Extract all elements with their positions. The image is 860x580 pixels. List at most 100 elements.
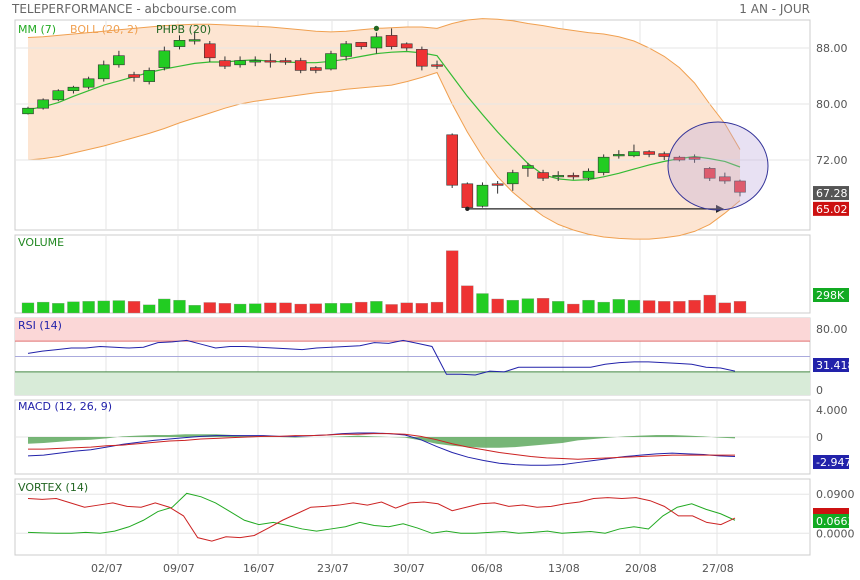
candle xyxy=(203,43,216,59)
candle xyxy=(128,74,140,78)
candle xyxy=(400,43,413,49)
volume-bar xyxy=(97,300,110,314)
volume-bar xyxy=(415,303,429,314)
volume-bar xyxy=(506,299,519,314)
volume-bar xyxy=(294,303,307,314)
volume-bar xyxy=(733,301,747,314)
volume-bar xyxy=(567,303,580,314)
y-tick-label: 4.000 xyxy=(816,404,848,417)
volume-bar xyxy=(339,303,353,314)
candle xyxy=(219,60,231,67)
volume-bar xyxy=(627,299,641,314)
volume-bar xyxy=(446,250,459,314)
volume-bar xyxy=(718,302,732,314)
volume-bar xyxy=(188,305,201,314)
candle xyxy=(643,151,655,155)
y-tick-label: 72.00 xyxy=(816,154,848,167)
volume-bar xyxy=(536,298,550,314)
rsi-badge-label: 31.418 xyxy=(816,359,855,372)
vortex-title: VORTEX (14) xyxy=(18,481,88,494)
chart-title: TELEPERFORMANCE - abcbourse.com xyxy=(12,2,237,16)
legend-mm7: MM (7) xyxy=(18,23,56,36)
candle xyxy=(567,175,580,178)
volume-badge xyxy=(813,288,849,302)
candle xyxy=(22,107,34,115)
vortex-badge xyxy=(813,514,849,528)
vortex-badge-label: 0.0663 xyxy=(816,515,855,528)
candle xyxy=(113,55,125,66)
volume-bar xyxy=(52,303,65,314)
volume-bar xyxy=(127,301,141,314)
panel-frame xyxy=(14,234,811,314)
volume-bar xyxy=(461,285,474,314)
price-badge xyxy=(813,201,849,216)
panel-frame xyxy=(14,478,811,556)
volume-badge-label: 298K xyxy=(816,289,845,302)
y-tick-label: 0 xyxy=(816,384,823,397)
x-tick-label: 23/07 xyxy=(317,562,349,575)
volume-bar xyxy=(385,304,398,314)
phpb-dot xyxy=(373,25,380,31)
candle xyxy=(279,60,292,63)
period-label[interactable]: 1 AN - JOUR xyxy=(739,2,810,16)
volume-bar xyxy=(552,301,565,314)
volume-bar xyxy=(430,301,444,314)
candle xyxy=(673,156,686,161)
highlight-circle xyxy=(667,121,769,211)
candle xyxy=(658,153,671,157)
volume-bar xyxy=(582,299,595,314)
candle xyxy=(703,168,716,179)
rsi-overbought-zone xyxy=(15,318,810,342)
candle xyxy=(491,183,504,186)
candle xyxy=(158,50,171,68)
x-tick-label: 30/07 xyxy=(393,562,425,575)
candle xyxy=(67,86,80,91)
candle xyxy=(597,156,610,173)
x-tick-label: 16/07 xyxy=(243,562,275,575)
candle xyxy=(370,36,383,49)
candle xyxy=(688,156,701,160)
rsi-oversold-zone xyxy=(15,371,810,395)
x-tick-label: 13/08 xyxy=(548,562,580,575)
candle xyxy=(734,180,746,193)
volume-bar xyxy=(688,299,701,314)
signal-line xyxy=(28,433,735,460)
volume-bar xyxy=(112,300,126,314)
candle xyxy=(522,165,534,169)
x-tick-label: 20/08 xyxy=(625,562,657,575)
candle xyxy=(188,39,201,42)
y-tick-label: 80.00 xyxy=(816,323,848,336)
candle xyxy=(294,60,307,71)
x-tick-label: 27/08 xyxy=(702,562,734,575)
y-tick-label: 0.0000 xyxy=(816,527,855,540)
y-tick-label: 80.00 xyxy=(816,98,848,111)
volume-bar xyxy=(233,303,247,314)
candle xyxy=(461,183,474,208)
volume-bar xyxy=(658,301,671,314)
volume-bar xyxy=(476,293,489,314)
volume-bar xyxy=(597,301,610,314)
volume-bar xyxy=(324,303,338,314)
candle xyxy=(173,39,186,47)
candle xyxy=(476,184,489,207)
candle xyxy=(82,78,95,88)
legend-boll: BOLL (20, 2) xyxy=(70,23,138,36)
candle xyxy=(628,151,640,157)
volume-bar xyxy=(642,300,656,314)
volume-bar xyxy=(143,304,156,314)
volume-bar xyxy=(82,301,95,314)
macd-title: MACD (12, 26, 9) xyxy=(18,400,112,413)
macd-histogram xyxy=(28,434,735,448)
rsi-line xyxy=(27,339,736,376)
bollinger-lower-line xyxy=(27,71,741,240)
candle xyxy=(506,172,519,185)
volume-bar xyxy=(67,301,80,314)
volume-bar xyxy=(173,299,186,314)
volume-bar xyxy=(521,298,535,314)
candle xyxy=(310,67,322,71)
rsi-title: RSI (14) xyxy=(18,319,62,332)
price-badge xyxy=(813,186,849,201)
x-tick-label: 02/07 xyxy=(91,562,123,575)
